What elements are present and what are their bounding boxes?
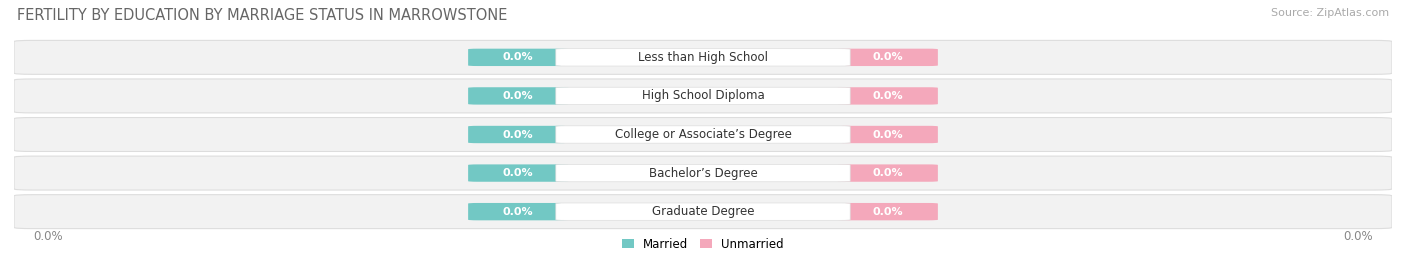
Text: FERTILITY BY EDUCATION BY MARRIAGE STATUS IN MARROWSTONE: FERTILITY BY EDUCATION BY MARRIAGE STATU… <box>17 8 508 23</box>
Text: Bachelor’s Degree: Bachelor’s Degree <box>648 167 758 180</box>
FancyBboxPatch shape <box>468 49 568 66</box>
FancyBboxPatch shape <box>555 164 851 182</box>
FancyBboxPatch shape <box>555 203 851 220</box>
FancyBboxPatch shape <box>838 49 938 66</box>
Text: High School Diploma: High School Diploma <box>641 89 765 102</box>
Text: Less than High School: Less than High School <box>638 51 768 64</box>
FancyBboxPatch shape <box>555 126 851 143</box>
FancyBboxPatch shape <box>14 195 1392 229</box>
Text: 0.0%: 0.0% <box>503 52 533 62</box>
FancyBboxPatch shape <box>468 203 568 220</box>
Text: 0.0%: 0.0% <box>503 168 533 178</box>
Text: Graduate Degree: Graduate Degree <box>652 205 754 218</box>
Text: 0.0%: 0.0% <box>32 230 62 243</box>
Text: 0.0%: 0.0% <box>873 129 903 140</box>
FancyBboxPatch shape <box>14 40 1392 74</box>
Text: College or Associate’s Degree: College or Associate’s Degree <box>614 128 792 141</box>
Text: 0.0%: 0.0% <box>503 207 533 217</box>
Text: 0.0%: 0.0% <box>503 91 533 101</box>
Text: 0.0%: 0.0% <box>873 168 903 178</box>
Text: 0.0%: 0.0% <box>503 129 533 140</box>
Text: 0.0%: 0.0% <box>1344 230 1374 243</box>
Text: Source: ZipAtlas.com: Source: ZipAtlas.com <box>1271 8 1389 18</box>
FancyBboxPatch shape <box>555 49 851 66</box>
FancyBboxPatch shape <box>838 126 938 143</box>
FancyBboxPatch shape <box>838 203 938 220</box>
FancyBboxPatch shape <box>14 79 1392 113</box>
FancyBboxPatch shape <box>468 164 568 182</box>
Text: 0.0%: 0.0% <box>873 207 903 217</box>
FancyBboxPatch shape <box>555 87 851 105</box>
FancyBboxPatch shape <box>838 87 938 105</box>
FancyBboxPatch shape <box>468 87 568 105</box>
Text: 0.0%: 0.0% <box>873 91 903 101</box>
FancyBboxPatch shape <box>14 156 1392 190</box>
Legend: Married, Unmarried: Married, Unmarried <box>617 233 789 255</box>
FancyBboxPatch shape <box>14 118 1392 151</box>
FancyBboxPatch shape <box>468 126 568 143</box>
Text: 0.0%: 0.0% <box>873 52 903 62</box>
FancyBboxPatch shape <box>838 164 938 182</box>
